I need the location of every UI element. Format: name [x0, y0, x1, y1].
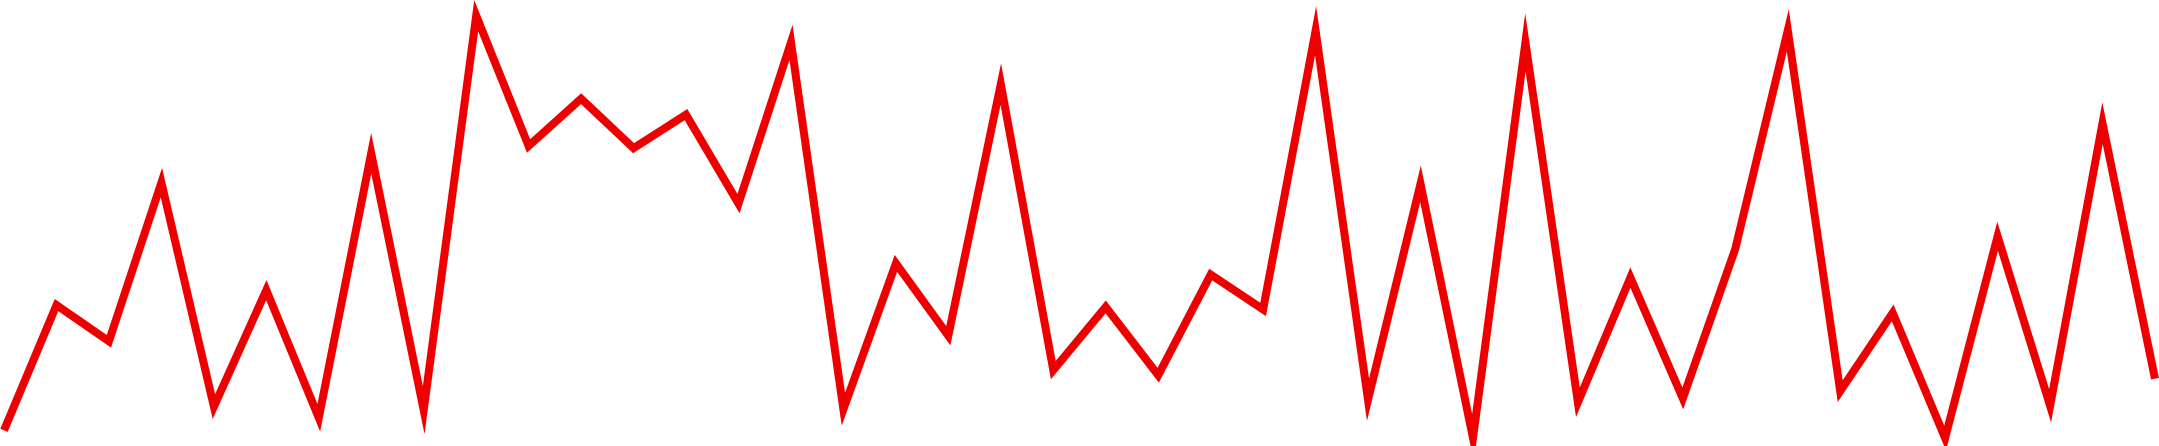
data-point-0-27: [1420, 183, 1421, 184]
data-point-0-11: [581, 98, 582, 99]
data-point-0-41: [2155, 378, 2156, 379]
data-point-0-19: [1000, 84, 1001, 85]
data-point-0-10: [528, 146, 529, 147]
data-point-0-1: [56, 305, 57, 306]
data-point-0-21: [1105, 306, 1106, 307]
data-point-0-6: [318, 417, 319, 418]
data-point-0-36: [1892, 312, 1893, 313]
data-point-0-12: [633, 148, 634, 149]
data-point-0-37: [1945, 438, 1946, 439]
data-point-0-28: [1473, 438, 1474, 439]
data-point-0-5: [266, 290, 267, 291]
data-point-0-3: [161, 182, 162, 183]
data-point-0-9: [476, 15, 477, 16]
data-point-0-30: [1577, 402, 1578, 403]
data-point-0-32: [1682, 398, 1683, 399]
data-point-0-40: [2102, 123, 2103, 124]
data-point-0-17: [895, 263, 896, 264]
data-point-0-7: [371, 153, 372, 154]
data-point-0-26: [1368, 399, 1369, 400]
data-point-0-8: [423, 410, 424, 411]
data-point-0-23: [1210, 274, 1211, 275]
data-point-0-24: [1263, 309, 1264, 310]
data-point-0-35: [1840, 391, 1841, 392]
data-point-0-31: [1630, 277, 1631, 278]
data-point-0-2: [108, 341, 109, 342]
data-point-0-33: [1735, 248, 1736, 249]
data-point-0-16: [843, 409, 844, 410]
data-point-0-18: [948, 335, 949, 336]
data-point-0-25: [1315, 30, 1316, 31]
data-point-0-38: [1997, 236, 1998, 237]
data-point-0-39: [2050, 405, 2051, 406]
data-point-0-29: [1525, 42, 1526, 43]
data-point-0-34: [1787, 30, 1788, 31]
data-point-0-0: [4, 430, 5, 431]
data-point-0-15: [791, 42, 792, 43]
data-point-0-22: [1158, 375, 1159, 376]
data-point-0-4: [213, 406, 214, 407]
data-point-0-14: [738, 203, 739, 204]
data-point-0-20: [1053, 370, 1054, 371]
data-point-0-13: [686, 114, 687, 115]
